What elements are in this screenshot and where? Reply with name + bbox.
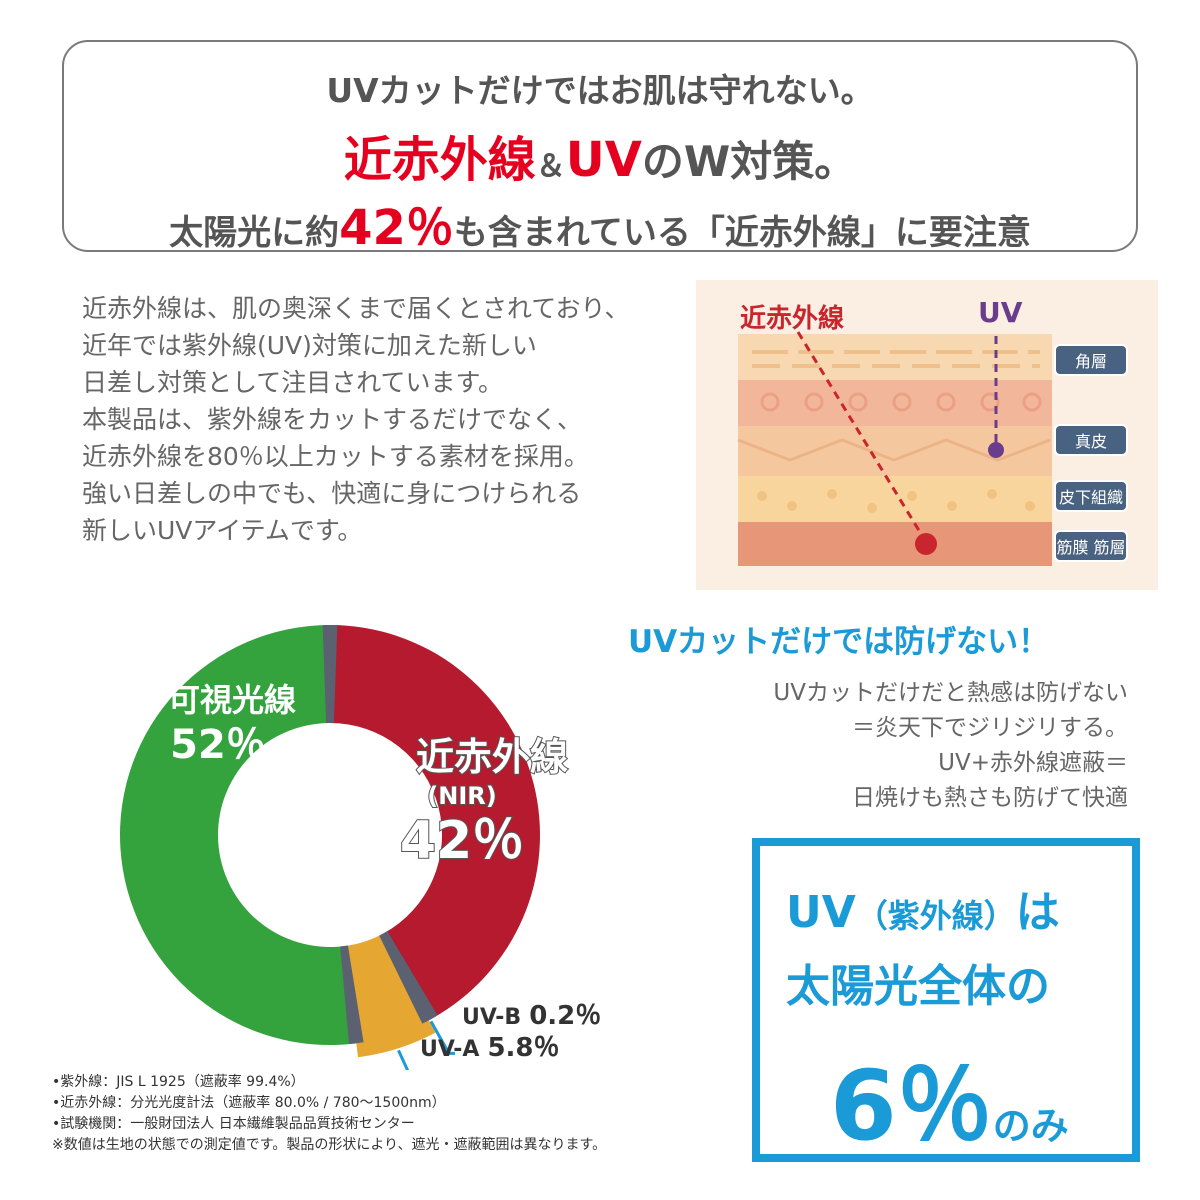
skin-nir-label: 近赤外線 — [740, 304, 845, 334]
intro-line: 近年では紫外線(UV)対策に加えた新しい — [82, 331, 537, 360]
nir-impact-icon — [915, 533, 937, 555]
intro-line: 近赤外線は、肌の奥深くまで届くとされており、 — [82, 294, 630, 323]
skin-layer-subcutaneous — [738, 476, 1052, 522]
uv-impact-icon — [988, 442, 1004, 458]
label-visible-pct: 52％ — [170, 722, 266, 768]
label-uva-name: UV-A — [420, 1037, 479, 1062]
headline-line-3-pre: 太陽光に約 — [169, 213, 340, 253]
layer-tag-subcutaneous: 皮下組織 — [1054, 480, 1128, 512]
headline-line-3-post: も含まれている「近赤外線」に要注意 — [453, 213, 1031, 253]
headline-uv: UV — [565, 132, 642, 188]
intro-line: 新しいUVアイテムです。 — [82, 516, 363, 545]
donut-slice-uva — [344, 933, 436, 1058]
intro-line: 本製品は、紫外線をカットするだけでなく、 — [82, 405, 583, 434]
layer-tag-muscle: 筋膜 筋層 — [1054, 530, 1128, 562]
label-uva: UV-A 5.8％ — [420, 1033, 560, 1063]
uv-box-wa: は — [1015, 887, 1060, 938]
label-uva-pct: 5.8％ — [487, 1033, 559, 1063]
description-line: UV+赤外線遮蔽＝ — [938, 750, 1128, 776]
skin-layer-dermis — [738, 426, 1052, 476]
donut-slice-visible — [120, 625, 357, 1045]
footnote-line: •近赤外線：分光光度計法（遮蔽率 80.0% / 780〜1500nm） — [52, 1095, 446, 1111]
donut-slice-nir — [330, 625, 541, 1020]
leader-uva — [397, 1049, 410, 1070]
headline-box: UVカットだけではお肌は守れない。 近赤外線＆UVのW対策。 太陽光に約42％も… — [62, 40, 1138, 256]
separator-uva-visible — [340, 945, 364, 1045]
uv-box-uv: UV — [786, 887, 856, 938]
uv-box-line-1: UV（紫外線）は — [786, 876, 1060, 940]
uv-share-box: UV（紫外線）は 太陽光全体の 6％のみ — [752, 838, 1140, 1162]
description-line: ＝炎天下でジリジリする。 — [852, 715, 1128, 741]
leader-uvb — [429, 1020, 455, 1055]
description-line: UVカットだけだと熱感は防げない — [773, 680, 1128, 706]
layer-tag-corneum: 角層 — [1054, 344, 1128, 376]
label-uvb-pct: 0.2％ — [529, 1001, 601, 1031]
headline-amp: ＆ — [535, 149, 566, 184]
label-uvb: UV-B 0.2％ — [462, 1001, 601, 1031]
layer-tag-dermis: 真皮 — [1054, 424, 1128, 456]
intro-paragraph: 近赤外線は、肌の奥深くまで届くとされており、 近年では紫外線(UV)対策に加えた… — [82, 290, 682, 549]
skin-layer-muscle — [738, 522, 1052, 566]
headline-line-1: UVカットだけではお肌は守れない。 — [326, 71, 874, 110]
intro-line: 日差し対策として注目されています。 — [82, 368, 504, 397]
label-nir-sub: (NIR) — [427, 782, 496, 810]
headline-line-3: 太陽光に約42％も含まれている「近赤外線」に要注意 — [64, 188, 1136, 258]
uv-box-nomi: のみ — [992, 1104, 1069, 1148]
slogan-heading: UVカットだけでは防げない！ — [628, 624, 1050, 660]
headline-nir: 近赤外線 — [343, 132, 536, 188]
label-nir-pct: 42％ — [400, 811, 524, 871]
headline-line-2: 近赤外線＆UVのW対策。 — [64, 120, 1136, 190]
footnote-line: •試験機関：一般財団法人 日本繊維製品品質技術センター — [52, 1116, 415, 1132]
label-visible-name: 可視光線 — [168, 681, 296, 719]
footnote-line: ※数値は生地の状態での測定値です。製品の形状により、遮光・遮蔽範囲は異なります。 — [52, 1137, 607, 1153]
footnote-line: •紫外線：JIS L 1925（遮蔽率 99.4%） — [52, 1074, 305, 1090]
description-block: UVカットだけだと熱感は防げない ＝炎天下でジリジリする。 UV+赤外線遮蔽＝ … — [773, 676, 1128, 816]
uv-box-shigaisen: （紫外線） — [855, 897, 1016, 935]
separator-uvb-uva — [379, 931, 436, 1024]
skin-layer-corneum — [738, 334, 1052, 380]
intro-line: 強い日差しの中でも、快適に身につけられる — [82, 479, 582, 508]
skin-uv-label: UV — [978, 296, 1023, 329]
headline-w-taisaku: のW対策。 — [641, 137, 857, 186]
label-nir-name: 近赤外線 — [416, 735, 568, 779]
sunlight-composition-donut-chart: 可視光線 52％ 近赤外線 (NIR) 42％ UV-B 0.2％ UV-A 5.8… — [120, 625, 601, 1070]
label-uvb-name: UV-B — [462, 1005, 521, 1030]
uv-box-line-3: 6％のみ — [830, 1028, 1069, 1167]
intro-line: 近赤外線を80％以上カットする素材を採用。 — [82, 442, 589, 471]
separator-top — [322, 625, 338, 724]
footnotes: •紫外線：JIS L 1925（遮蔽率 99.4%） •近赤外線：分光光度計法（… — [52, 1072, 606, 1156]
description-line: 日焼けも熱さも防げて快適 — [852, 785, 1128, 811]
headline-42-percent: 42％ — [339, 200, 454, 256]
uv-box-percent: 6％ — [830, 1050, 993, 1162]
uv-box-line-2: 太陽光全体の — [786, 961, 1050, 1012]
